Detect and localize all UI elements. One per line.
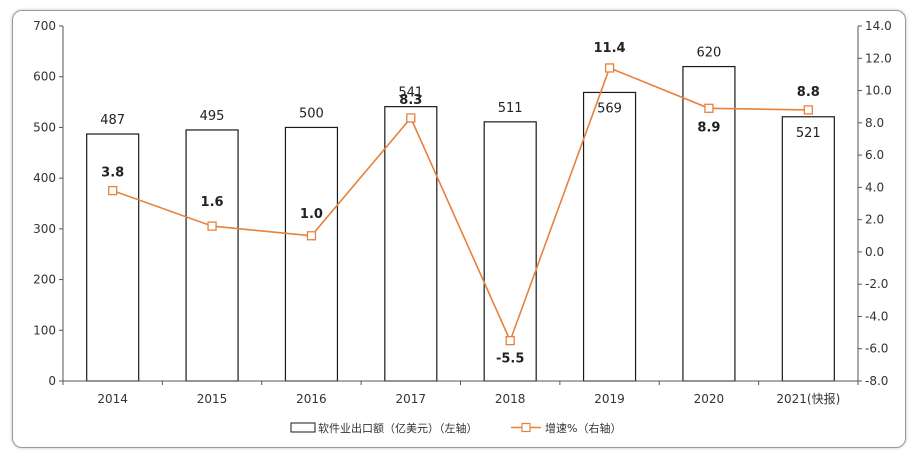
right-axis-tick-label: -6.0 bbox=[865, 342, 888, 356]
bar bbox=[185, 129, 239, 382]
bar-value-label: 541 bbox=[398, 86, 423, 101]
legend-line-marker bbox=[521, 422, 531, 433]
bar-value-label: 569 bbox=[597, 101, 622, 116]
bar-value-label: 500 bbox=[299, 106, 324, 121]
left-axis-tick-label: 700 bbox=[33, 19, 56, 33]
right-axis-tick-label: 14.0 bbox=[865, 19, 892, 33]
right-axis: -8.0 -6.0 -4.0 -2.0 0.0 2.0 4.0 6.0 8.0 10.0 12.0 1… bbox=[857, 19, 892, 388]
line-marker bbox=[604, 63, 615, 73]
chart-card bbox=[12, 10, 906, 448]
x-axis-tick-label: 2019 bbox=[594, 392, 625, 406]
line-marker bbox=[306, 231, 317, 241]
line-marker bbox=[704, 103, 714, 113]
x-axis-tick-label: 2014 bbox=[97, 392, 128, 406]
x-axis: 2014 2015 2016 2017 2018 2019 2020 2021(快报) bbox=[62, 380, 859, 406]
bar-value-label: 487 bbox=[100, 113, 125, 128]
growth-line bbox=[112, 66, 809, 343]
left-axis-tick-label: 400 bbox=[33, 171, 56, 185]
line-value-label: -5.5 bbox=[496, 352, 524, 367]
bar-series: 487 495 500 541 511 569 620 521 bbox=[86, 46, 835, 382]
line-marker bbox=[803, 105, 813, 115]
right-axis-tick-label: 2.0 bbox=[865, 213, 884, 227]
right-axis-tick-label: 12.0 bbox=[865, 51, 892, 65]
line-value-label: 11.4 bbox=[594, 41, 626, 56]
legend-line-label: 增速%（右轴） bbox=[545, 421, 621, 435]
legend-bar-swatch bbox=[290, 422, 316, 433]
x-axis-tick-label: 2018 bbox=[495, 392, 526, 406]
left-axis-tick-label: 0 bbox=[48, 374, 56, 388]
x-axis-tick-label: 2020 bbox=[694, 392, 725, 406]
right-axis-tick-label: 4.0 bbox=[865, 180, 884, 194]
line-marker bbox=[406, 113, 416, 123]
line-series: 3.8 1.6 1.0 8.3 -5.5 11.4 8.9 8.8 bbox=[101, 41, 820, 367]
line-value-label: 8.8 bbox=[797, 85, 820, 100]
line-value-label: 8.9 bbox=[697, 120, 720, 135]
left-axis-tick-label: 200 bbox=[33, 273, 56, 287]
right-axis-tick-label: -8.0 bbox=[865, 374, 888, 388]
x-axis-tick-label: 2015 bbox=[197, 392, 228, 406]
right-axis-tick-label: -2.0 bbox=[865, 277, 888, 291]
x-axis-tick-label: 2016 bbox=[296, 392, 327, 406]
line-marker bbox=[207, 221, 217, 231]
left-axis-tick-label: 500 bbox=[33, 120, 56, 134]
left-axis-tick-label: 100 bbox=[33, 323, 56, 337]
line-value-label: 1.6 bbox=[201, 195, 224, 210]
right-axis-tick-label: 0.0 bbox=[865, 245, 884, 259]
x-axis-tick-label: 2021(快报) bbox=[776, 391, 840, 406]
right-axis-tick-label: 8.0 bbox=[865, 116, 884, 130]
left-axis-tick-label: 600 bbox=[33, 70, 56, 84]
bar-value-label: 495 bbox=[200, 109, 225, 124]
line-marker bbox=[505, 336, 515, 346]
bar bbox=[682, 65, 736, 382]
bar-value-label: 620 bbox=[697, 46, 722, 61]
bar bbox=[284, 126, 339, 382]
bar-value-label: 511 bbox=[498, 101, 523, 116]
right-axis-tick-label: 6.0 bbox=[865, 148, 884, 162]
bar bbox=[384, 106, 438, 382]
bar bbox=[781, 116, 835, 382]
bar-value-label: 521 bbox=[796, 126, 821, 141]
bar bbox=[582, 91, 637, 382]
line-value-label: 3.8 bbox=[101, 166, 124, 181]
x-axis-tick-label: 2017 bbox=[396, 392, 427, 406]
line-value-label: 8.3 bbox=[399, 93, 422, 108]
legend-bar-label: 软件业出口额（亿美元）（左轴） bbox=[318, 421, 478, 435]
right-axis-tick-label: 10.0 bbox=[865, 84, 892, 98]
line-value-label: 1.0 bbox=[300, 207, 323, 222]
line-marker bbox=[108, 185, 118, 196]
legend: 软件业出口额（亿美元）（左轴） 增速%（右轴） bbox=[290, 421, 621, 435]
right-axis-tick-label: -4.0 bbox=[865, 309, 888, 323]
left-axis-tick-label: 300 bbox=[33, 222, 56, 236]
left-axis: 0 100 200 300 400 500 600 700 bbox=[33, 19, 64, 388]
